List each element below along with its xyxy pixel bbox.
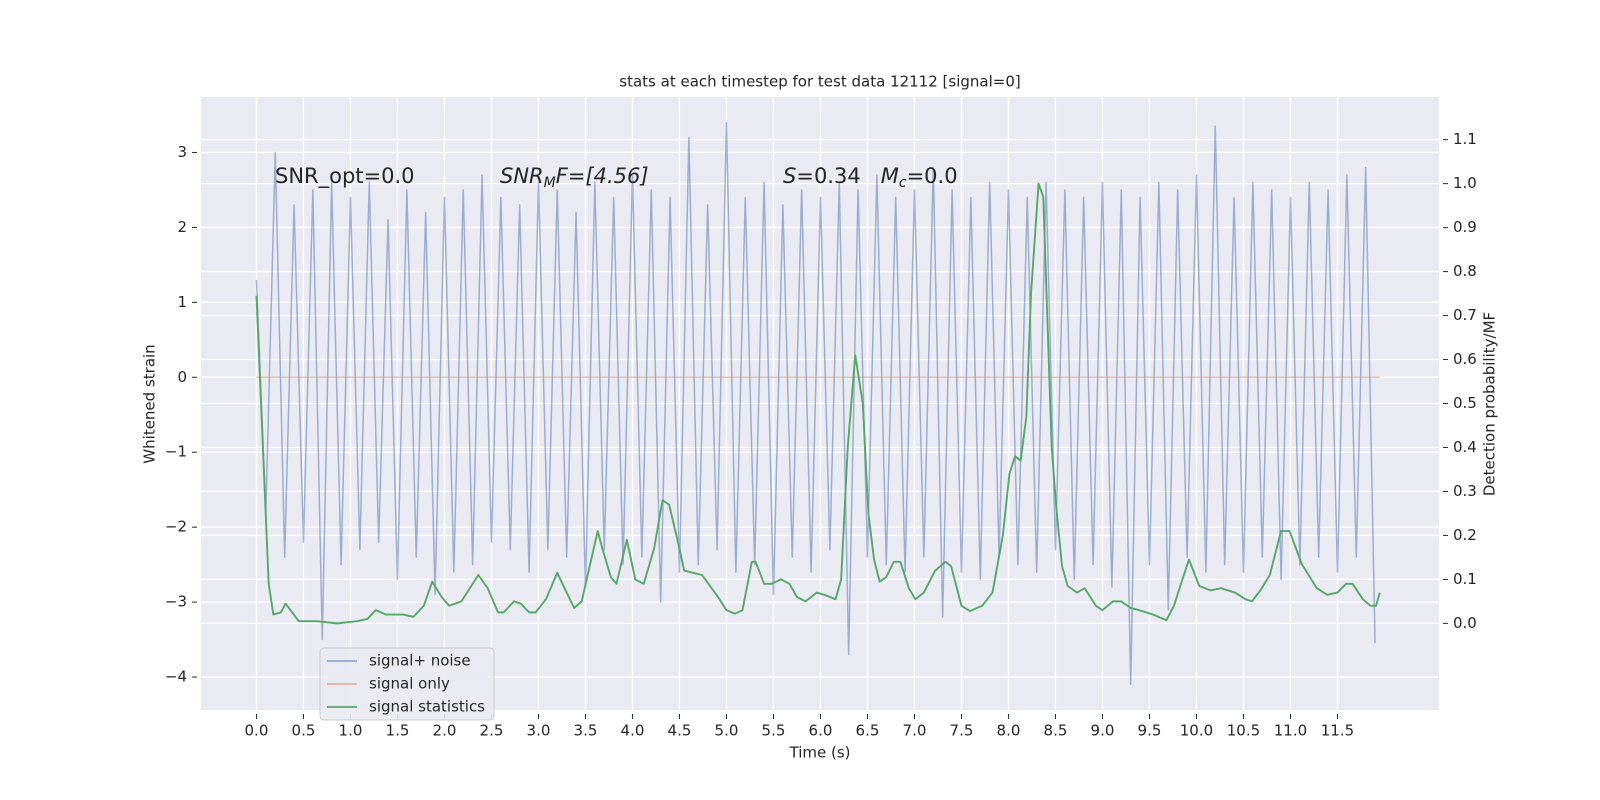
x-tick-label: 9.5 — [1138, 722, 1162, 740]
y-tick-label: −1 — [165, 443, 187, 461]
x-tick-label: 10.0 — [1180, 722, 1213, 740]
x-tick-label: 8.5 — [1044, 722, 1068, 740]
x-tick-label: 5.5 — [762, 722, 786, 740]
x-tick-label: 4.0 — [621, 722, 645, 740]
annotation-part: M — [544, 175, 556, 191]
x-tick-label: 5.0 — [715, 722, 739, 740]
x-tick-label: 7.0 — [903, 722, 927, 740]
annotation-part: =0.34 — [796, 164, 880, 188]
x-tick-label: 3.5 — [574, 722, 598, 740]
y-tick-label: 2 — [177, 218, 187, 236]
x-tick-label: 4.5 — [668, 722, 692, 740]
annotation-part: M — [881, 164, 899, 188]
y2-tick-label: 0.7 — [1453, 306, 1477, 324]
x-tick-label: 6.5 — [856, 722, 880, 740]
annotation: S=0.34 Mc=0.0 — [783, 164, 958, 191]
x-tick-label: 11.5 — [1321, 722, 1354, 740]
legend-box — [319, 647, 495, 721]
y2-tick-label: 1.1 — [1453, 130, 1477, 148]
x-tick-label: 9.0 — [1091, 722, 1115, 740]
x-tick-label: 6.0 — [809, 722, 833, 740]
y2-axis-label: Detection probability/MF — [1481, 312, 1499, 496]
y2-tick-label: 0.0 — [1453, 614, 1477, 632]
legend-label: signal statistics — [369, 698, 485, 716]
annotation: SNRMF=[4.56] — [500, 164, 649, 191]
y2-tick-label: 0.4 — [1453, 438, 1477, 456]
chart-title: stats at each timestep for test data 121… — [619, 73, 1020, 91]
x-tick-label: 7.5 — [950, 722, 974, 740]
y2-tick-label: 1.0 — [1453, 174, 1477, 192]
y2-tick-label: 0.2 — [1453, 526, 1477, 544]
annotation-part: c — [899, 175, 907, 191]
series-line — [255, 121, 1376, 686]
y-axis-label: Whitened strain — [141, 344, 159, 463]
y-tick-label: −4 — [165, 668, 187, 686]
x-tick-label: 1.0 — [339, 722, 363, 740]
y2-tick-label: 0.9 — [1453, 218, 1477, 236]
annotation-part: F=[4.56] — [556, 164, 649, 188]
legend-label: signal+ noise — [369, 652, 471, 670]
x-tick-label: 2.5 — [480, 722, 504, 740]
x-tick-label: 2.0 — [433, 722, 457, 740]
y-tick-label: 0 — [177, 368, 187, 386]
x-tick-label: 1.5 — [386, 722, 410, 740]
y2-tick-label: 0.3 — [1453, 482, 1477, 500]
y-tick-label: 1 — [177, 293, 187, 311]
x-axis-label: Time (s) — [789, 744, 851, 762]
x-tick-label: 0.0 — [245, 722, 269, 740]
annotation-part: SNR_opt=0.0 — [275, 164, 415, 189]
legend-label: signal only — [369, 675, 450, 693]
annotation: SNR_opt=0.0 — [275, 164, 415, 189]
annotation-part: S — [783, 164, 796, 188]
x-tick-label: 11.0 — [1274, 722, 1307, 740]
y-tick-label: −3 — [165, 593, 187, 611]
x-tick-label: 3.0 — [527, 722, 551, 740]
y2-tick-label: 0.8 — [1453, 262, 1477, 280]
y-tick-label: 3 — [177, 143, 187, 161]
x-tick-label: 0.5 — [292, 722, 316, 740]
y2-tick-label: 0.1 — [1453, 570, 1477, 588]
y-tick-label: −2 — [165, 518, 187, 536]
x-tick-label: 10.5 — [1227, 722, 1260, 740]
x-tick-label: 8.0 — [997, 722, 1021, 740]
annotation-part: =0.0 — [907, 164, 958, 188]
y2-tick-label: 0.6 — [1453, 350, 1477, 368]
series-line — [255, 182, 1381, 625]
y2-tick-label: 0.5 — [1453, 394, 1477, 412]
annotation-part: SNR — [500, 164, 544, 188]
